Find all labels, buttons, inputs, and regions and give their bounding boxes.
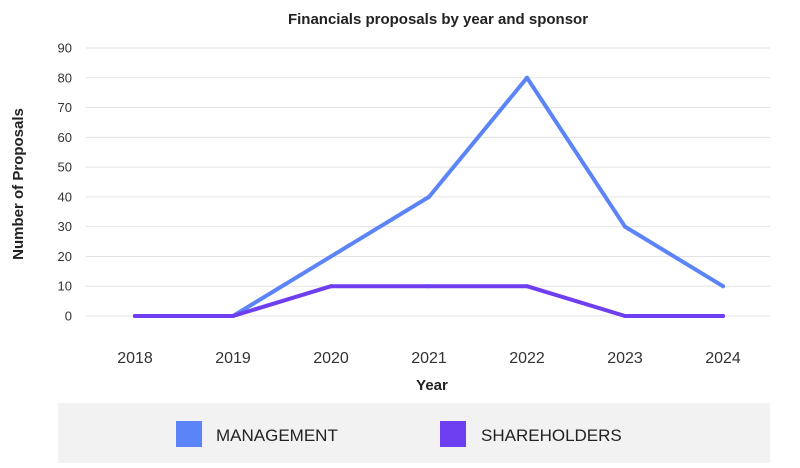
gridlines: [86, 47, 770, 317]
data-point-shareholders: [427, 284, 431, 289]
data-point-management: [525, 75, 529, 80]
data-point-shareholders: [231, 314, 235, 318]
legend-label: SHAREHOLDERS: [481, 426, 622, 445]
legend-swatch: [176, 421, 202, 447]
x-axis-label: Year: [416, 377, 448, 394]
data-point-management: [427, 194, 431, 199]
y-tick-label: 30: [58, 219, 72, 234]
legend-box: [58, 403, 770, 463]
y-tick-label: 40: [58, 189, 72, 204]
chart-title: Financials proposals by year and sponsor: [288, 11, 588, 28]
y-tick-label: 20: [58, 249, 72, 264]
y-tick-label: 10: [58, 279, 72, 294]
x-tick-label: 2019: [215, 350, 251, 367]
data-point-shareholders: [525, 284, 529, 289]
legend-swatch: [440, 421, 466, 447]
x-tick-label: 2024: [705, 350, 741, 367]
data-point-management: [329, 254, 333, 259]
legend-label: MANAGEMENT: [216, 426, 338, 445]
legend: MANAGEMENT SHAREHOLDERS: [176, 421, 622, 447]
y-tick-label: 70: [58, 100, 72, 115]
x-tick-label: 2018: [117, 350, 153, 367]
series-shareholders: [133, 284, 725, 318]
y-tick-label: 90: [58, 41, 72, 56]
series-lines: [133, 75, 725, 318]
series-line-shareholders: [133, 284, 725, 318]
data-point-management: [623, 224, 627, 229]
data-point-shareholders: [329, 284, 333, 289]
data-point-shareholders: [721, 314, 725, 318]
x-axis-ticks: 2018 2019 2020 2021 2022 2023 2024: [117, 350, 741, 367]
data-point-shareholders: [133, 314, 137, 318]
legend-item-shareholders: SHAREHOLDERS: [440, 421, 622, 447]
y-tick-label: 50: [58, 160, 72, 175]
y-tick-label: 80: [58, 70, 72, 85]
y-tick-label: 60: [58, 130, 72, 145]
data-point-management: [721, 284, 725, 289]
data-point-shareholders: [623, 314, 627, 318]
y-axis-ticks: 0 10 20 30 40 50 60 70 80 90: [58, 41, 72, 324]
y-axis-label: Number of Proposals: [10, 108, 27, 260]
x-tick-label: 2020: [313, 350, 349, 367]
x-tick-label: 2022: [509, 350, 545, 367]
y-tick-label: 0: [65, 309, 72, 324]
legend-item-management: MANAGEMENT: [176, 421, 338, 447]
x-tick-label: 2023: [607, 350, 643, 367]
x-tick-label: 2021: [411, 350, 447, 367]
